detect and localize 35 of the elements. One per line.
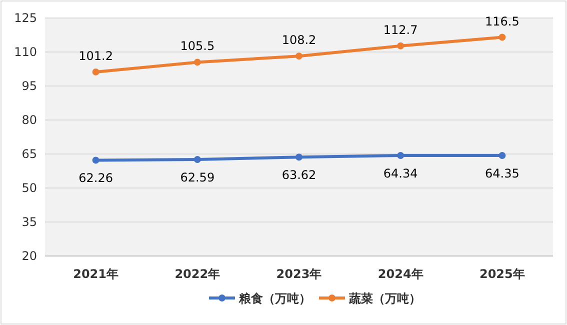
point (498, 34, 506, 41)
y-tick-label: 35 (22, 215, 37, 229)
x-tick-label: 2025年 (479, 267, 525, 281)
x-tick-label: 2022年 (174, 267, 220, 281)
point (194, 58, 201, 66)
data-label: 116.5 (485, 14, 520, 28)
point (498, 152, 506, 159)
point (397, 152, 404, 159)
x-tick-label: 2021年 (73, 267, 119, 281)
point (194, 156, 201, 163)
point (296, 52, 302, 60)
data-label: 112.7 (383, 22, 418, 37)
data-label: 64.35 (485, 166, 520, 180)
data-label: 105.5 (180, 39, 215, 54)
y-tick-label: 80 (22, 113, 37, 127)
y-tick-label: 95 (22, 79, 37, 93)
point (92, 68, 100, 76)
data-label: 63.62 (282, 168, 316, 182)
legend-label: 蔬菜（万吨） (348, 292, 421, 306)
data-label: 108.2 (282, 33, 316, 48)
y-tick-label: 50 (22, 181, 37, 195)
y-tick-label: 65 (22, 147, 37, 161)
data-label: 64.34 (383, 166, 418, 180)
data-label: 62.26 (78, 171, 113, 186)
y-tick-label: 20 (22, 249, 37, 263)
data-label: 62.59 (180, 170, 215, 184)
point (92, 156, 100, 164)
point (397, 42, 404, 50)
y-tick-label: 125 (14, 11, 37, 25)
x-tick-label: 2023年 (276, 267, 322, 281)
legend-label: 粮食（万吨） (238, 292, 311, 306)
point (296, 154, 302, 161)
y-tick-label: 110 (14, 45, 37, 59)
x-tick-label: 2024年 (378, 267, 424, 281)
data-label: 101.2 (78, 48, 113, 63)
